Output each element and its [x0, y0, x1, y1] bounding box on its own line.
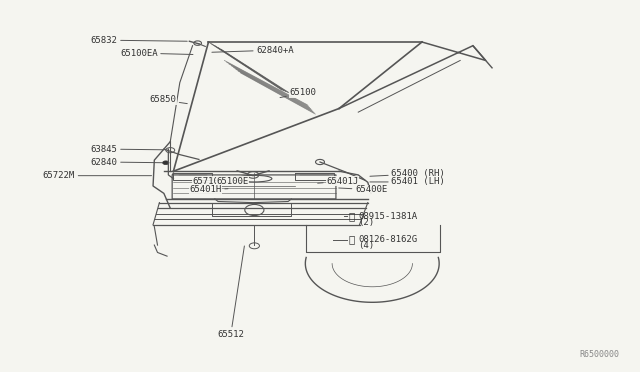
Text: 65100EA: 65100EA [120, 49, 193, 58]
Text: (2): (2) [358, 218, 374, 227]
Circle shape [163, 161, 169, 164]
Text: 65400E: 65400E [339, 185, 387, 194]
Text: 65401J: 65401J [317, 177, 358, 186]
Text: 65100: 65100 [280, 89, 316, 97]
Text: 65850: 65850 [149, 96, 188, 105]
Text: (4): (4) [358, 241, 374, 250]
Text: 65832: 65832 [91, 36, 188, 45]
Text: 65401 (LH): 65401 (LH) [370, 177, 445, 186]
Text: 63845: 63845 [91, 145, 164, 154]
Text: 65100E: 65100E [217, 177, 249, 186]
Text: 65400 (RH): 65400 (RH) [370, 169, 445, 178]
Text: 08915-1381A: 08915-1381A [358, 212, 417, 221]
Text: ⓜ: ⓜ [349, 211, 355, 221]
Text: 65722M: 65722M [43, 171, 152, 180]
Text: 62840: 62840 [91, 157, 163, 167]
Text: 65401H: 65401H [189, 185, 228, 194]
Text: 62840+A: 62840+A [212, 46, 294, 55]
Text: R6500000: R6500000 [579, 350, 620, 359]
Text: 08126-8162G: 08126-8162G [358, 235, 417, 244]
Text: Ⓑ: Ⓑ [349, 234, 355, 244]
Text: 65710: 65710 [193, 177, 220, 186]
Text: 65512: 65512 [218, 246, 244, 339]
